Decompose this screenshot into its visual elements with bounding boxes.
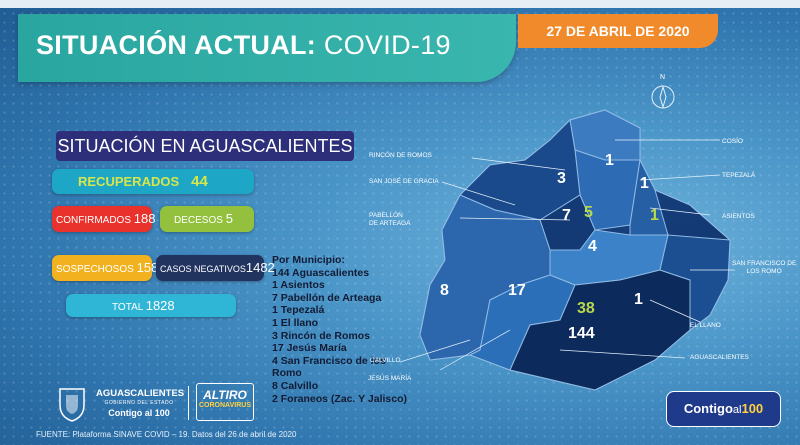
municipio-item: Romo: [272, 367, 302, 380]
municipio-item: 1 Asientos: [272, 279, 325, 292]
label-sanfrancisco-1: SAN FRANCISCO DE: [732, 260, 797, 267]
state-seal-icon: [52, 383, 92, 423]
altiro-sub: CORONAVIRUS: [199, 402, 251, 409]
total-label: TOTAL: [112, 302, 143, 313]
negativos-label: CASOS NEGATIVOS: [160, 264, 246, 274]
municipio-item: 1 El llano: [272, 316, 319, 329]
sospechosos-label: SOSPECHOSOS: [56, 264, 134, 275]
label-cosio: COSÍO: [722, 138, 743, 145]
title-thin: COVID-19: [323, 30, 451, 60]
label-jesusmaria: JESÚS MARÍA: [368, 375, 412, 382]
label-sanjose: SAN JOSÉ DE GRACIA: [369, 178, 439, 185]
page-title: SITUACIÓN ACTUAL: COVID-19: [36, 30, 451, 61]
map-graphic: [400, 109, 735, 391]
decesos-box: DECESOS 5: [160, 206, 254, 232]
top-band: [0, 0, 800, 8]
label-rincon: RINCÓN DE ROMOS: [369, 152, 432, 159]
label-pabellon-2: DE ARTEAGA: [369, 220, 411, 227]
region-title: SITUACIÓN EN AGUASCALIENTES: [56, 131, 354, 161]
label-pabellon-1: PABELLÓN: [369, 212, 403, 219]
compass-icon: N: [648, 74, 678, 110]
map-num-rincon: 3: [557, 170, 566, 187]
map-num-calvillo: 8: [440, 282, 449, 299]
negativos-box: CASOS NEGATIVOS1482: [156, 255, 275, 281]
recuperados-label: RECUPERADOS: [78, 174, 180, 189]
contigo-b: al: [732, 404, 742, 416]
contigo-c: 100: [741, 401, 764, 416]
map-num-asientos: 1: [650, 207, 659, 224]
municipio-item: 144 Aguascalientes: [272, 266, 370, 279]
map-num-ags-green: 38: [577, 300, 595, 317]
header-banner: [18, 14, 516, 82]
decesos-label: DECESOS: [174, 215, 223, 226]
label-pabellon: PABELLÓN DE ARTEAGA: [369, 212, 410, 228]
municipio-item: 3 Rincón de Romos: [272, 329, 371, 342]
state-slogan: Contigo al 100: [108, 408, 170, 418]
municipios-list: Por Municipio: 144 Aguascalientes 1 Asie…: [272, 254, 442, 405]
municipio-item: 7 Pabellón de Arteaga: [272, 291, 382, 304]
state-logo: AGUASCALIENTES GOBIERNO DEL ESTADO Conti…: [96, 388, 185, 418]
confirmados-box: CONFIRMADOS 188: [52, 206, 155, 232]
logo-divider: [188, 386, 189, 420]
total-value: 1828: [145, 298, 175, 313]
sospechosos-value: 158: [136, 260, 159, 275]
altiro-logo: ALTIRO CORONAVIRUS: [196, 383, 254, 421]
recuperados-value: 44: [191, 173, 208, 190]
negativos-value: 1482: [245, 260, 275, 275]
recuperados-box: RECUPERADOS 44: [52, 169, 254, 194]
municipios-heading: Por Municipio:: [272, 254, 345, 266]
label-llano: EL LLANO: [690, 322, 721, 329]
label-sanfrancisco: SAN FRANCISCO DE LOS ROMO: [732, 260, 796, 276]
map-num-llano: 1: [634, 291, 643, 308]
altiro-title: ALTIRO: [203, 388, 247, 402]
title-bold: SITUACIÓN ACTUAL:: [36, 30, 317, 60]
map-num-tepezala: 1: [640, 175, 649, 192]
map-num-pabellon-green: 5: [584, 204, 593, 221]
map-num-jesusmaria: 17: [508, 282, 526, 299]
municipio-item: 2 Foraneos (Zac. Y Jalisco): [272, 392, 408, 405]
compass-n: N: [660, 74, 666, 81]
decesos-value: 5: [225, 211, 233, 226]
date-badge: 27 DE ABRIL DE 2020: [518, 14, 718, 48]
contigo-a: Contigo: [683, 401, 733, 416]
state-name: AGUASCALIENTES: [96, 388, 185, 399]
confirmados-value: 188: [133, 211, 156, 226]
map-num-tepezala-a: 1: [605, 152, 614, 169]
contigo-logo: Contigoal100: [666, 391, 781, 427]
state-map: 1 1 3 7 5 1 4 8 17 38 144 1: [400, 100, 800, 400]
municipio-item: 17 Jesús María: [272, 342, 347, 355]
total-box: TOTAL 1828: [66, 294, 236, 317]
map-num-ags: 144: [568, 325, 595, 342]
label-tepezala: TEPEZALÁ: [722, 172, 756, 179]
sospechosos-box: SOSPECHOSOS 158: [52, 255, 158, 281]
label-ags: AGUASCALIENTES: [690, 354, 749, 361]
source-note: FUENTE: Plataforma SINAVE COVID – 19. Da…: [36, 430, 297, 439]
state-sub: GOBIERNO DEL ESTADO: [104, 400, 174, 406]
label-calvillo: CALVILLO: [370, 357, 401, 364]
map-num-pabellon: 7: [562, 207, 571, 224]
confirmados-label: CONFIRMADOS: [56, 215, 131, 226]
label-asientos: ASIENTOS: [722, 213, 755, 220]
municipio-item: 8 Calvillo: [272, 379, 319, 392]
map-num-sanfrancisco: 4: [588, 238, 597, 255]
label-sanfrancisco-2: LOS ROMO: [746, 268, 782, 275]
municipio-item: 4 San Francisco de los: [272, 354, 386, 367]
municipio-item: 1 Tepezalá: [272, 304, 325, 317]
